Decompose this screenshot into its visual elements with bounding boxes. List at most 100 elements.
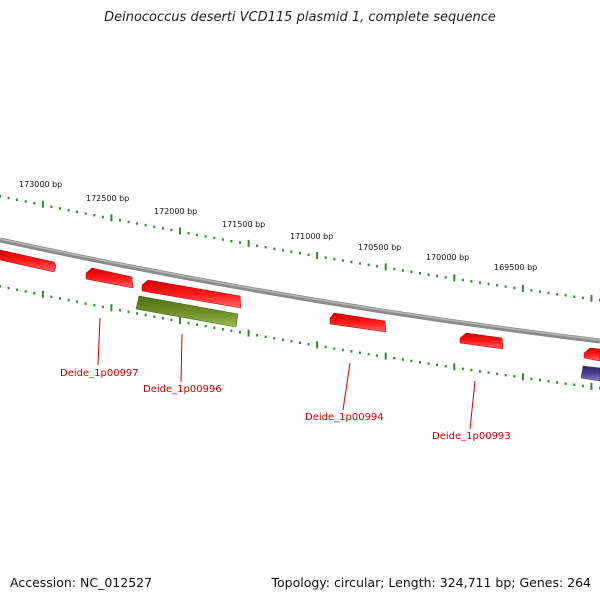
minor-tick [496,372,499,376]
minor-tick [324,345,327,349]
minor-tick [367,352,370,356]
minor-tick [333,257,336,261]
major-tick [316,341,319,349]
minor-tick [67,298,70,302]
minor-tick [461,278,464,282]
minor-tick [161,317,164,320]
minor-tick [376,354,379,357]
minor-tick [0,195,1,198]
minor-tick [16,288,19,291]
gene-leader-line [469,380,476,430]
minor-tick [419,272,421,275]
minor-tick [144,313,147,317]
gene-labels: Deide_1p00997 Deide_1p00996 Deide_1p0099… [60,368,511,442]
minor-tick [33,292,36,295]
minor-tick [401,269,404,272]
minor-tick [50,205,53,208]
major-tick [316,252,319,259]
minor-tick [281,338,284,342]
outer-tick-ruler [0,195,600,302]
minor-tick [33,202,36,205]
minor-tick [350,260,353,264]
minor-tick [444,365,447,368]
minor-tick [410,270,413,274]
minor-tick [196,323,199,326]
gene-label[interactable]: Deide_1p00996 [143,384,222,395]
major-tick [521,373,524,381]
minor-tick [427,273,430,276]
minor-tick [187,321,190,325]
minor-tick [221,328,224,331]
minor-tick [581,384,584,388]
minor-tick [230,329,233,333]
minor-tick [239,331,241,334]
minor-tick [101,305,104,309]
gene-feature-purple[interactable] [580,365,600,382]
gene-feature-red[interactable] [459,332,504,350]
minor-tick [204,235,207,238]
major-tick [247,329,250,337]
minor-tick [119,219,121,222]
minor-tick [564,294,567,297]
minor-tick [24,290,27,293]
gene-feature-red[interactable] [583,347,600,362]
gene-feature-green[interactable] [135,295,239,328]
tick-label: 171000 bp [290,232,333,241]
minor-tick [101,215,104,219]
minor-tick [273,337,276,340]
minor-tick [556,292,559,296]
minor-tick [487,282,490,286]
minor-tick [470,280,473,283]
tick-label-group: 173000 bp 172500 bp 172000 bp 171500 bp … [19,180,537,272]
minor-tick [24,200,27,203]
minor-tick [307,343,310,346]
minor-tick [161,227,164,230]
major-tick [521,284,524,292]
gene-track-outer [0,249,600,362]
minor-tick [504,285,507,288]
minor-tick [93,303,96,307]
gene-track-inner [135,295,600,382]
major-tick [110,304,113,312]
minor-tick [196,233,199,237]
accession-text: Accession: NC_012527 [10,575,153,590]
minor-tick [393,357,396,360]
minor-tick [436,363,439,367]
major-tick [590,382,593,390]
gene-label[interactable]: Deide_1p00994 [305,412,384,423]
minor-tick [256,334,259,337]
minor-tick [213,236,216,240]
minor-tick [230,239,233,243]
minor-tick [547,380,550,383]
minor-tick [264,246,267,249]
minor-tick [547,291,550,295]
minor-tick [7,286,10,290]
tick-label: 169500 bp [494,263,537,272]
minor-tick [299,341,301,344]
minor-tick [376,265,379,268]
minor-tick [513,286,516,290]
topology-summary: Topology: circular; Length: 324,711 bp; … [271,575,592,590]
major-tick [453,363,456,371]
minor-tick [170,318,173,322]
minor-tick [221,238,224,241]
gene-feature-red[interactable] [85,267,134,289]
gene-feature-red[interactable] [0,249,57,273]
minor-tick [299,252,301,255]
major-tick [247,239,250,247]
minor-tick [153,225,156,229]
major-tick [384,352,387,360]
gene-label[interactable]: Deide_1p00993 [432,431,511,442]
gene-label[interactable]: Deide_1p00997 [60,368,139,379]
minor-tick [427,362,430,365]
gene-feature-red[interactable] [141,279,242,309]
minor-tick [290,340,293,343]
gene-feature-red[interactable] [329,312,387,333]
minor-tick [573,295,576,298]
minor-tick [444,276,447,279]
minor-tick [93,214,96,217]
minor-tick [556,381,559,384]
minor-tick [479,281,481,284]
minor-tick [290,250,293,253]
